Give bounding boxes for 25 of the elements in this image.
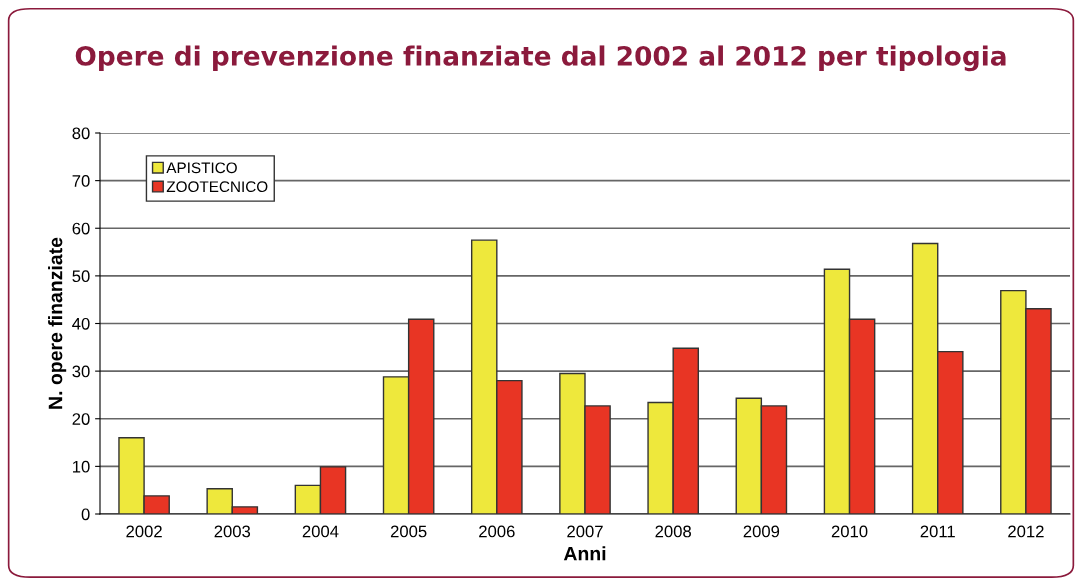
y-tick-label: 30 <box>72 365 90 378</box>
y-tick-label: 70 <box>72 175 90 187</box>
x-tick-label: 2004 <box>302 525 339 538</box>
legend-label: APISTICO <box>166 162 237 174</box>
chart-title: Opere di prevenzione finanziate dal 2002 al 2012 per tipologia <box>75 45 1006 72</box>
x-tick-label: 2009 <box>743 525 780 538</box>
legend-label: ZOOTECNICO <box>166 181 268 193</box>
x-tick-label: 2002 <box>126 525 162 538</box>
y-axis-title: N. opere finanziate <box>48 237 67 409</box>
x-tick-label: 2003 <box>214 525 251 538</box>
y-tick-label: 60 <box>72 222 90 235</box>
x-tick-label: 2007 <box>567 525 603 538</box>
x-tick-label: 2005 <box>390 525 427 538</box>
y-tick-label: 0 <box>81 508 90 521</box>
x-tick-label: 2012 <box>1008 525 1044 538</box>
y-tick-label: 80 <box>72 127 90 140</box>
x-tick-label: 2011 <box>920 525 955 538</box>
y-tick-label: 40 <box>72 317 90 330</box>
x-tick-label: 2006 <box>479 525 515 538</box>
x-axis-title: Anni <box>563 546 606 561</box>
x-tick-label: 2008 <box>655 525 691 538</box>
x-tick-label: 2010 <box>831 525 868 538</box>
y-tick-label: 10 <box>73 460 90 473</box>
y-tick-label: 20 <box>72 413 90 425</box>
y-tick-label: 50 <box>72 270 90 283</box>
